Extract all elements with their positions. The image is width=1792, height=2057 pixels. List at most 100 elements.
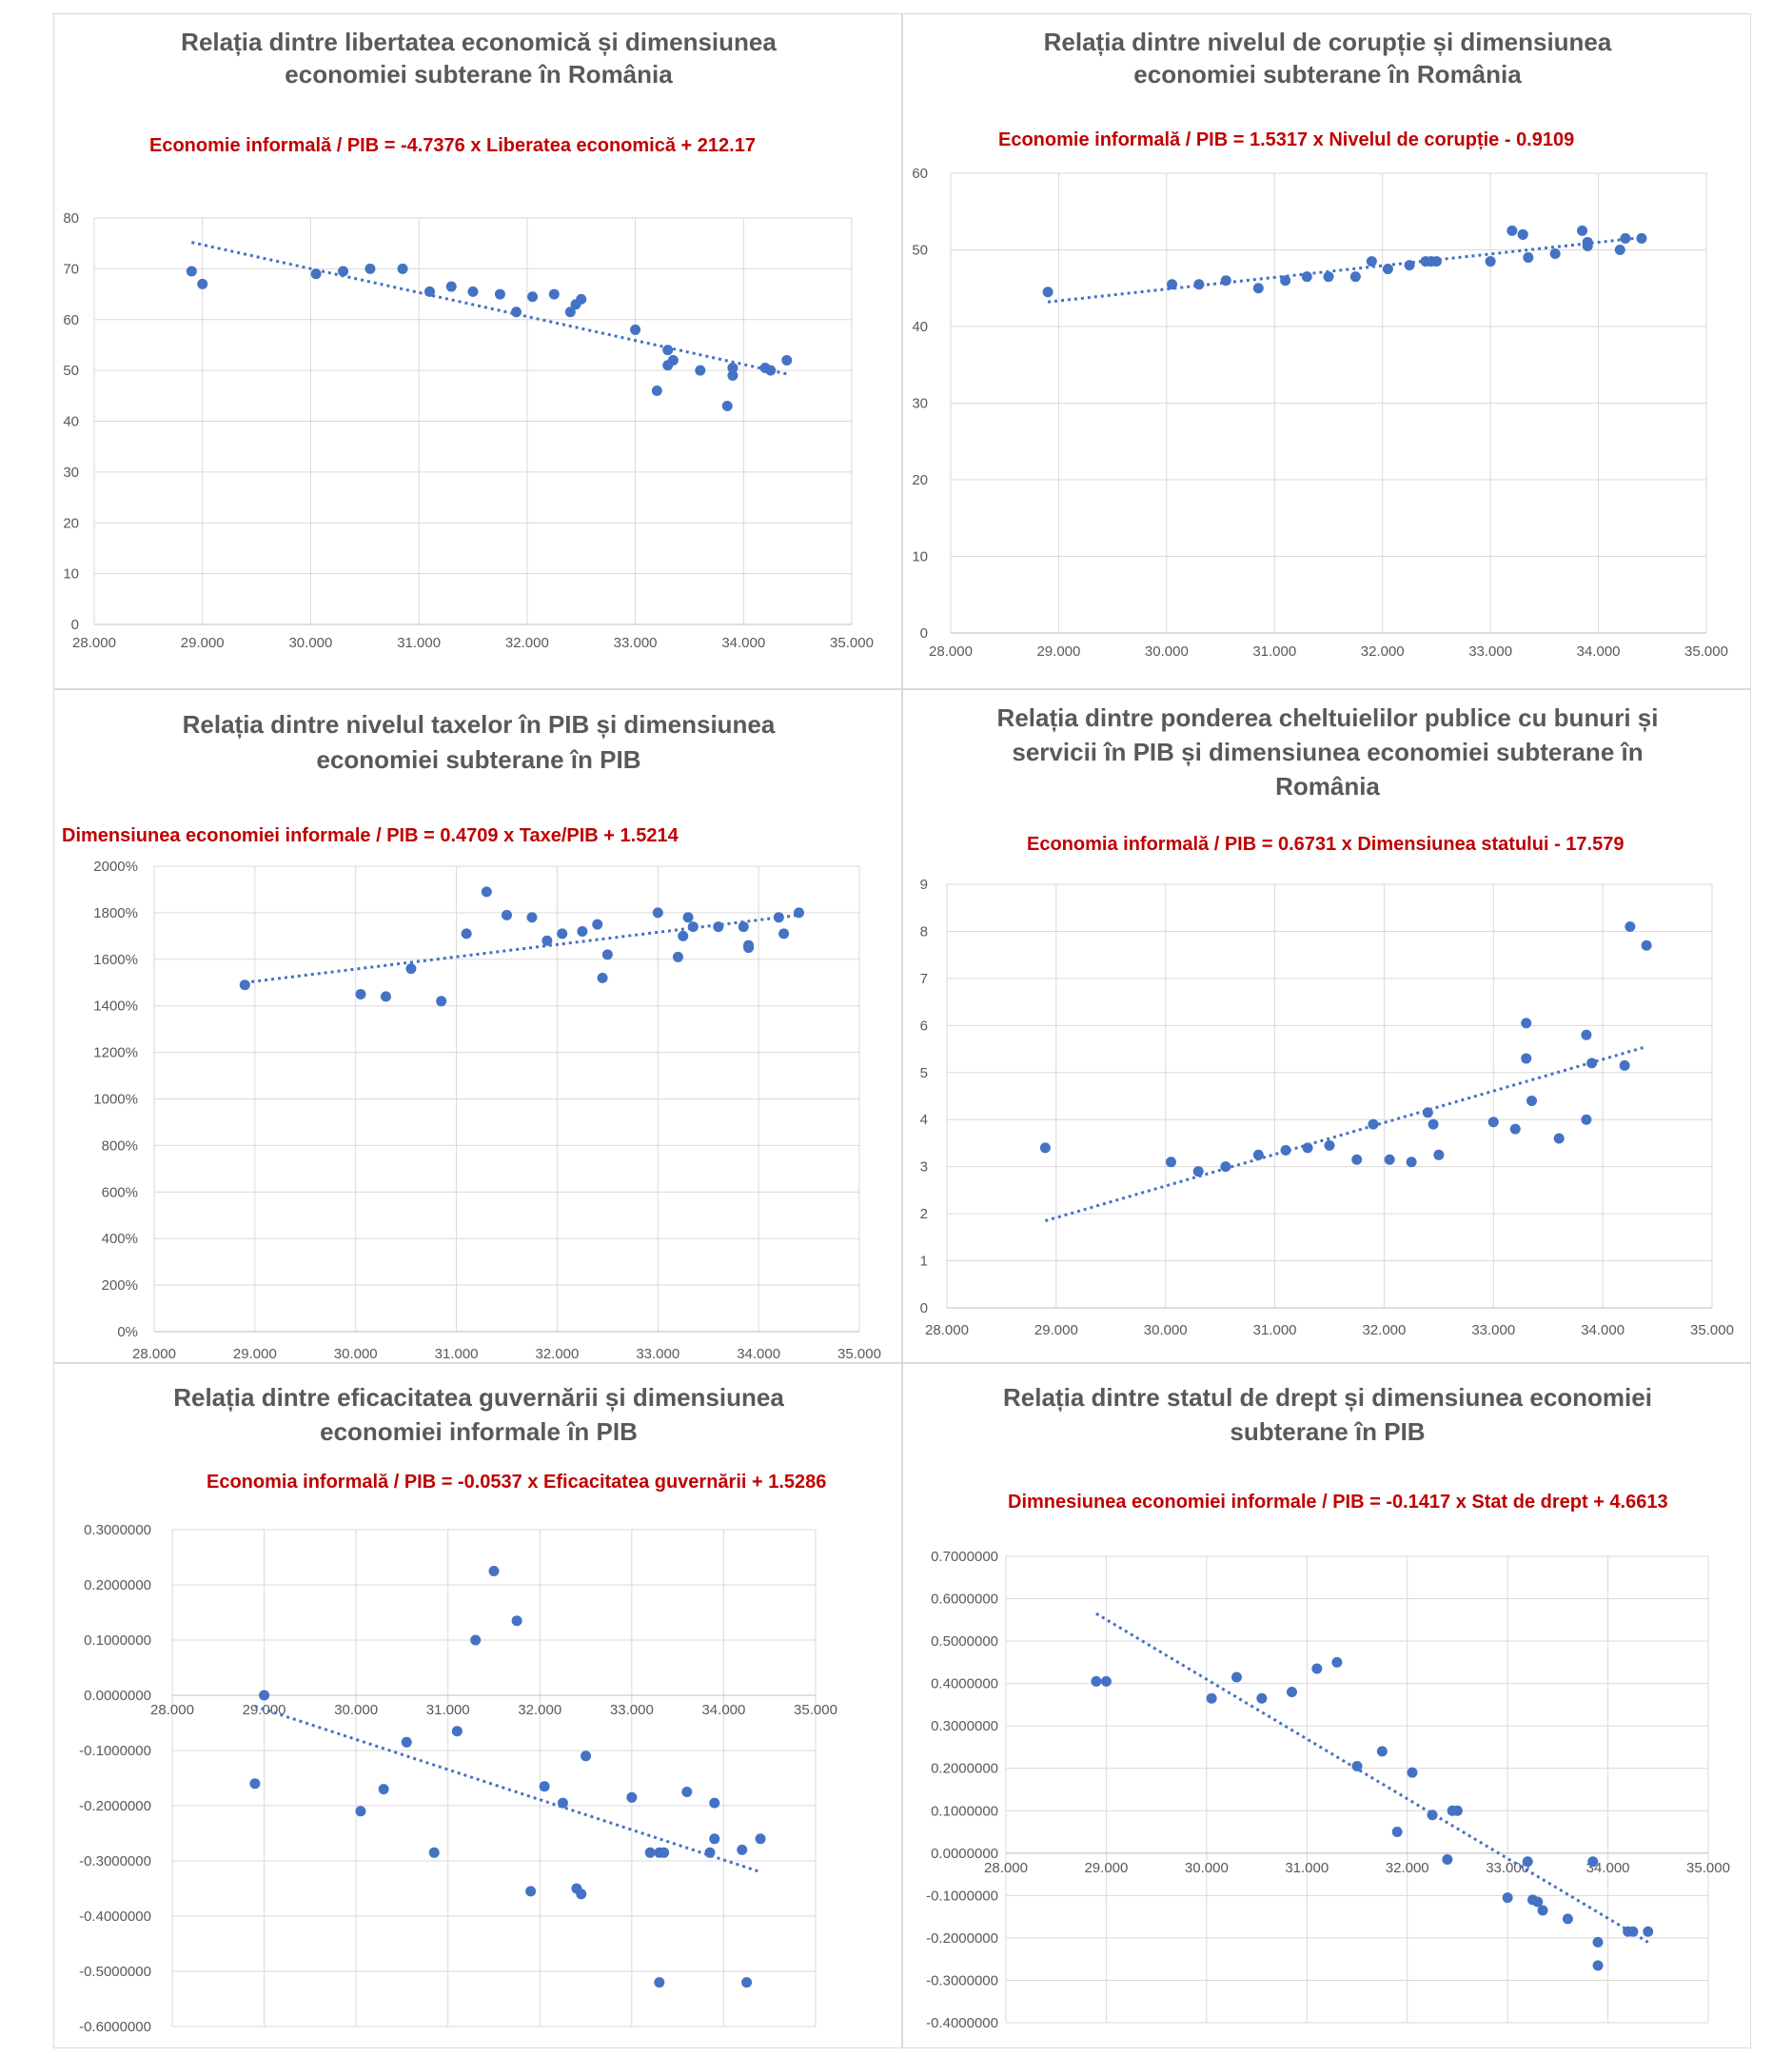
x-tick-label: 32.000 — [518, 1702, 561, 1718]
data-point — [597, 972, 608, 983]
data-point — [1485, 256, 1496, 267]
data-point — [1302, 1142, 1313, 1154]
data-point — [1625, 921, 1636, 932]
data-point — [436, 996, 447, 1007]
x-tick-label: 33.000 — [610, 1702, 654, 1718]
y-tick-label: 6 — [920, 1018, 928, 1034]
x-tick-label: 34.000 — [701, 1702, 745, 1718]
data-point — [672, 951, 683, 962]
data-point — [727, 369, 738, 381]
data-point — [721, 400, 733, 411]
data-point — [662, 345, 674, 356]
data-point — [1451, 1805, 1463, 1816]
data-point — [577, 925, 588, 937]
data-point — [1553, 1133, 1565, 1144]
x-tick-label: 31.000 — [1252, 643, 1296, 660]
x-tick-label: 32.000 — [1386, 1860, 1429, 1876]
y-tick-label: 20 — [912, 472, 928, 488]
y-tick-label: 60 — [63, 312, 79, 328]
chart-title: Relația dintre ponderea cheltuielilor pu… — [997, 703, 1659, 732]
y-tick-label: 1200% — [93, 1045, 138, 1061]
data-point — [526, 912, 538, 923]
data-point — [793, 907, 804, 919]
data-point — [1252, 1149, 1264, 1160]
data-point — [542, 935, 553, 946]
x-tick-label: 29.000 — [243, 1702, 286, 1718]
data-point — [704, 1847, 716, 1858]
regression-equation: Economia informală / PIB = 0.6731 x Dime… — [1027, 834, 1624, 855]
data-point — [626, 1791, 638, 1803]
chart-title: subterane în PIB — [1230, 1417, 1425, 1446]
data-point — [1220, 275, 1231, 287]
chart-title: Relația dintre statul de drept și dimens… — [1003, 1383, 1652, 1412]
data-point — [355, 988, 366, 999]
data-point — [1351, 1761, 1363, 1771]
data-point — [1433, 1149, 1445, 1160]
x-tick-label: 34.000 — [737, 1346, 780, 1362]
data-point — [1331, 1656, 1343, 1668]
data-point — [1502, 1892, 1513, 1904]
y-tick-label: -0.2000000 — [79, 1798, 151, 1814]
data-point — [1517, 228, 1528, 240]
data-point — [1091, 1675, 1102, 1687]
data-point — [765, 365, 777, 376]
data-point — [1442, 1854, 1453, 1865]
data-point — [667, 354, 679, 366]
y-tick-label: 800% — [102, 1137, 138, 1154]
data-point — [564, 307, 576, 318]
y-tick-label: 2 — [920, 1206, 928, 1222]
data-point — [461, 928, 472, 939]
y-tick-label: 0.2000000 — [931, 1761, 998, 1777]
data-point — [576, 1889, 587, 1900]
data-point — [1522, 1856, 1533, 1868]
x-tick-label: 28.000 — [72, 635, 116, 651]
data-point — [1280, 275, 1291, 287]
y-tick-label: -0.4000000 — [79, 1909, 151, 1925]
data-point — [1592, 1936, 1604, 1948]
chart-title: Relația dintre nivelul taxelor în PIB și… — [183, 710, 776, 739]
y-tick-label: 50 — [63, 363, 79, 379]
x-tick-label: 29.000 — [233, 1346, 277, 1362]
x-tick-label: 33.000 — [1471, 1322, 1515, 1338]
data-point — [1526, 1095, 1537, 1106]
regression-equation: Economia informală / PIB = -0.0537 x Efi… — [207, 1472, 826, 1493]
data-point — [592, 919, 603, 930]
data-point — [630, 324, 641, 335]
data-point — [378, 1784, 389, 1795]
scatter-chart: Relația dintre nivelul taxelor în PIB și… — [62, 710, 881, 1362]
data-point — [1487, 1117, 1499, 1128]
data-point — [1042, 287, 1054, 298]
data-point — [1587, 1856, 1599, 1868]
y-tick-label: 0.1000000 — [84, 1632, 151, 1649]
data-point — [738, 921, 749, 933]
data-point — [548, 288, 560, 300]
y-tick-label: 60 — [912, 166, 928, 182]
y-tick-label: 40 — [912, 319, 928, 335]
data-point — [310, 268, 322, 280]
data-point — [709, 1833, 720, 1845]
y-tick-label: 40 — [63, 414, 79, 430]
data-point — [405, 963, 417, 975]
y-tick-label: -0.3000000 — [79, 1853, 151, 1869]
x-tick-label: 34.000 — [1581, 1322, 1625, 1338]
data-point — [1324, 1139, 1335, 1151]
y-tick-label: 0.0000000 — [931, 1846, 998, 1862]
trendline — [1044, 1045, 1647, 1222]
data-point — [1614, 245, 1625, 255]
data-point — [481, 886, 492, 898]
scatter-chart: Relația dintre libertatea economică și d… — [63, 28, 874, 651]
x-tick-label: 35.000 — [794, 1702, 837, 1718]
data-point — [557, 1797, 568, 1809]
y-tick-label: -0.2000000 — [926, 1930, 998, 1947]
data-point — [527, 291, 539, 303]
data-point — [1619, 1059, 1630, 1071]
data-point — [502, 909, 512, 920]
scatter-chart: Relația dintre eficacitatea guvernării ș… — [79, 1383, 837, 2035]
x-tick-label: 31.000 — [426, 1702, 470, 1718]
y-tick-label: 0.0000000 — [84, 1688, 151, 1704]
chart-panel-government-effectiveness: Relația dintre eficacitatea guvernării ș… — [53, 1363, 902, 2048]
data-point — [249, 1778, 261, 1790]
data-point — [1384, 1154, 1395, 1165]
chart-title: economiei subterane în PIB — [317, 745, 641, 774]
data-point — [1311, 1663, 1323, 1674]
